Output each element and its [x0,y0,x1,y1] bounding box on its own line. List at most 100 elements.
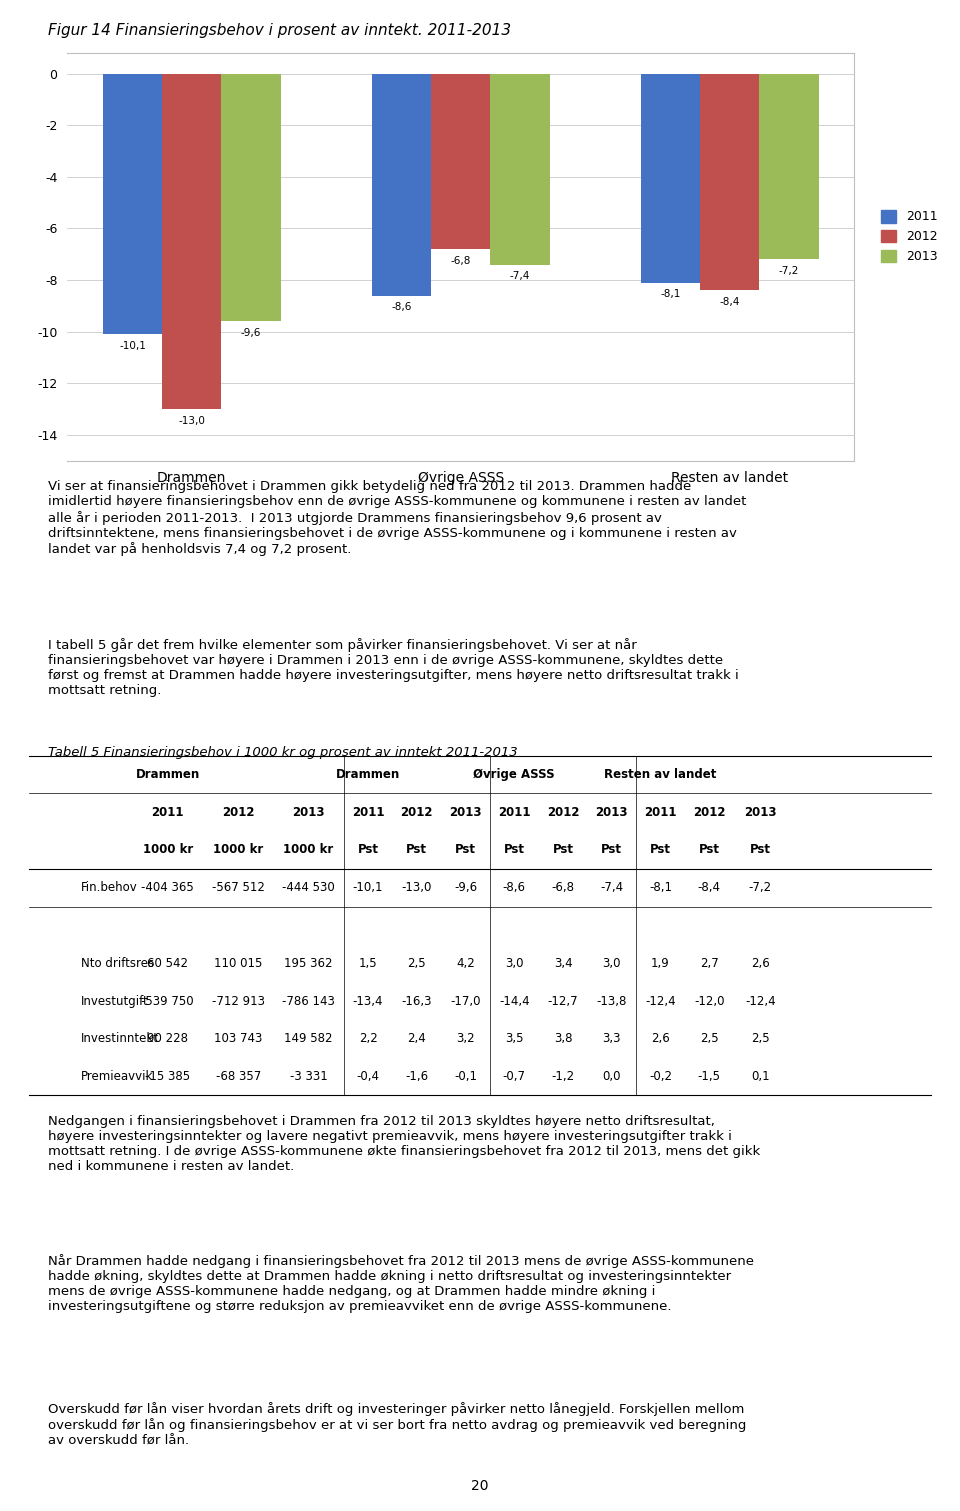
Bar [641,74,700,283]
Text: 3,0: 3,0 [505,956,523,970]
Text: Nto driftsres: Nto driftsres [81,956,154,970]
Text: Pst: Pst [699,843,720,857]
Text: -8,6: -8,6 [503,881,526,895]
Text: -7,2: -7,2 [779,266,800,277]
Text: -0,7: -0,7 [503,1070,526,1083]
Text: 3,0: 3,0 [603,956,621,970]
Text: -17,0: -17,0 [450,994,481,1008]
Bar [491,74,549,264]
Text: 2012: 2012 [547,805,579,819]
Text: Investutgift: Investutgift [81,994,149,1008]
Text: -8,1: -8,1 [649,881,672,895]
Text: Pst: Pst [601,843,622,857]
Text: -712 913: -712 913 [211,994,265,1008]
Text: Pst: Pst [504,843,525,857]
Text: 2013: 2013 [292,805,324,819]
Text: Pst: Pst [750,843,771,857]
Text: -6,8: -6,8 [450,255,471,266]
Text: 20: 20 [471,1479,489,1493]
Text: 90 228: 90 228 [147,1032,188,1046]
Text: 149 582: 149 582 [284,1032,333,1046]
Text: Når Drammen hadde nedgang i finansieringsbehovet fra 2012 til 2013 mens de øvrig: Når Drammen hadde nedgang i finansiering… [48,1254,754,1313]
Text: -7,4: -7,4 [510,270,530,281]
Text: 2011: 2011 [498,805,531,819]
Text: 1,9: 1,9 [651,956,670,970]
Text: Fin.behov: Fin.behov [81,881,137,895]
Text: -10,1: -10,1 [353,881,383,895]
Bar [162,74,222,409]
Bar [700,74,759,290]
Text: -14,4: -14,4 [499,994,530,1008]
Text: 3,2: 3,2 [456,1032,475,1046]
Text: Investinntekt: Investinntekt [81,1032,158,1046]
Text: Tabell 5 Finansieringsbehov i 1000 kr og prosent av inntekt 2011-2013: Tabell 5 Finansieringsbehov i 1000 kr og… [48,746,517,760]
Text: 2013: 2013 [595,805,628,819]
Bar [431,74,491,249]
Text: -13,8: -13,8 [596,994,627,1008]
Text: -0,1: -0,1 [454,1070,477,1083]
Text: Pst: Pst [358,843,378,857]
Text: Drammen: Drammen [336,768,400,781]
Text: 4,2: 4,2 [456,956,475,970]
Text: -567 512: -567 512 [212,881,265,895]
Text: 2012: 2012 [222,805,254,819]
Text: -9,6: -9,6 [454,881,477,895]
Text: -9,6: -9,6 [241,328,261,338]
Text: -0,4: -0,4 [356,1070,379,1083]
Bar [222,74,280,322]
Text: -15 385: -15 385 [145,1070,190,1083]
Text: 3,5: 3,5 [505,1032,523,1046]
Bar [372,74,431,296]
Text: Pst: Pst [406,843,427,857]
Legend: 2011, 2012, 2013: 2011, 2012, 2013 [876,205,943,267]
Text: 110 015: 110 015 [214,956,262,970]
Text: -8,4: -8,4 [720,296,740,307]
Text: 103 743: 103 743 [214,1032,262,1046]
Text: -13,4: -13,4 [353,994,383,1008]
Text: Vi ser at finansieringsbehovet i Drammen gikk betydelig ned fra 2012 til 2013. D: Vi ser at finansieringsbehovet i Drammen… [48,480,746,556]
Text: 3,3: 3,3 [603,1032,621,1046]
Text: 2,7: 2,7 [700,956,719,970]
Text: 0,0: 0,0 [603,1070,621,1083]
Text: -444 530: -444 530 [282,881,335,895]
Text: -539 750: -539 750 [141,994,194,1008]
Text: -7,2: -7,2 [749,881,772,895]
Text: 1000 kr: 1000 kr [143,843,193,857]
Text: 1000 kr: 1000 kr [213,843,263,857]
Text: Figur 14 Finansieringsbehov i prosent av inntekt. 2011-2013: Figur 14 Finansieringsbehov i prosent av… [48,23,511,38]
Text: -12,7: -12,7 [548,994,578,1008]
Text: -1,2: -1,2 [551,1070,575,1083]
Text: 60 542: 60 542 [147,956,188,970]
Text: -68 357: -68 357 [216,1070,261,1083]
Text: -16,3: -16,3 [401,994,432,1008]
Text: 1000 kr: 1000 kr [283,843,334,857]
Text: 2,5: 2,5 [700,1032,718,1046]
Text: Nedgangen i finansieringsbehovet i Drammen fra 2012 til 2013 skyldtes høyere net: Nedgangen i finansieringsbehovet i Dramm… [48,1115,760,1173]
Text: Drammen: Drammen [135,768,200,781]
Text: -8,4: -8,4 [698,881,721,895]
Text: -1,5: -1,5 [698,1070,721,1083]
Text: -786 143: -786 143 [282,994,335,1008]
Text: Pst: Pst [650,843,671,857]
Text: -13,0: -13,0 [401,881,432,895]
Text: 0,1: 0,1 [751,1070,770,1083]
Text: 3,8: 3,8 [554,1032,572,1046]
Text: 2,4: 2,4 [407,1032,426,1046]
Text: -1,6: -1,6 [405,1070,428,1083]
Text: -8,6: -8,6 [392,302,412,313]
Text: 195 362: 195 362 [284,956,333,970]
Text: 2,5: 2,5 [407,956,426,970]
Text: 2013: 2013 [449,805,482,819]
Text: 2012: 2012 [400,805,433,819]
Text: 2012: 2012 [693,805,726,819]
Text: -7,4: -7,4 [600,881,623,895]
Text: -12,4: -12,4 [645,994,676,1008]
Text: -8,1: -8,1 [660,289,681,299]
Text: Pst: Pst [455,843,476,857]
Text: 1,5: 1,5 [359,956,377,970]
Text: -3 331: -3 331 [290,1070,327,1083]
Text: Premieavvik: Premieavvik [81,1070,153,1083]
Text: I tabell 5 går det frem hvilke elementer som påvirker finansieringsbehovet. Vi s: I tabell 5 går det frem hvilke elementer… [48,638,739,697]
Text: 2011: 2011 [152,805,184,819]
Text: Pst: Pst [553,843,573,857]
